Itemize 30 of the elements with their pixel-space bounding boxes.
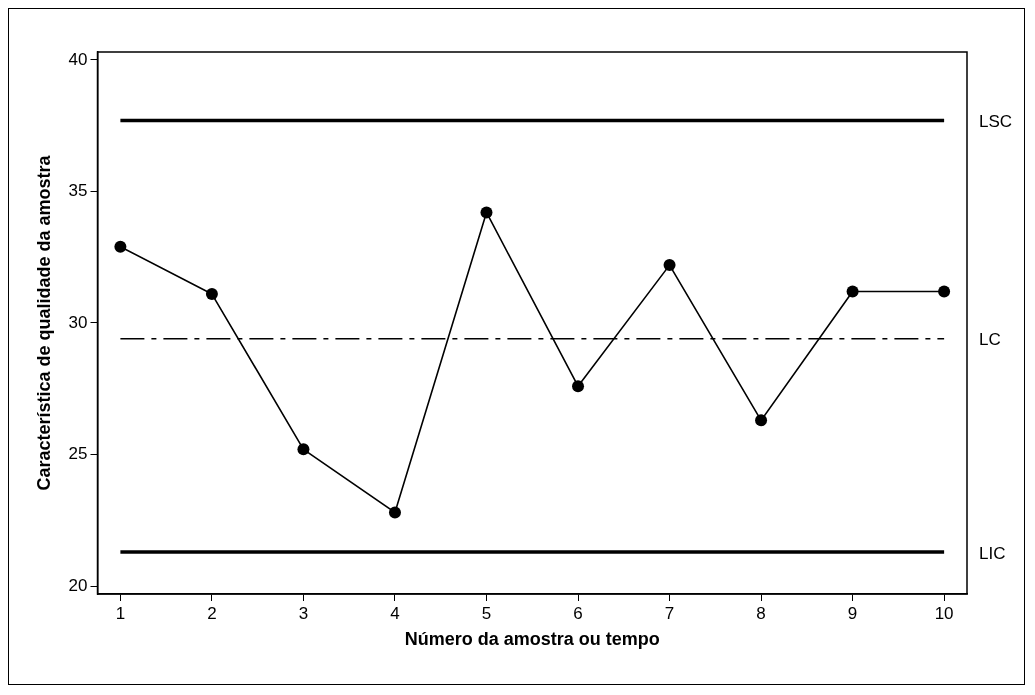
ref-line-label: LSC — [979, 112, 1013, 132]
x-tick-label: 4 — [390, 603, 400, 623]
x-tick-label: 5 — [481, 603, 492, 623]
x-tick-label: 2 — [207, 603, 217, 623]
point — [938, 285, 951, 298]
y-tick-label: 35 — [68, 181, 88, 201]
x-tick-label: 1 — [115, 603, 126, 623]
y-axis-title: Característica de qualidade da amostra — [33, 154, 54, 491]
point — [480, 206, 493, 219]
y-tick-label: 30 — [68, 312, 88, 332]
point — [205, 288, 218, 301]
x-axis-title: Número da amostra ou tempo — [404, 629, 660, 650]
x-tick-label: 7 — [664, 603, 675, 623]
x-tick-label: 9 — [847, 603, 858, 623]
x-tick-label: 8 — [756, 603, 766, 623]
point — [663, 259, 676, 272]
point — [846, 285, 859, 298]
x-tick-label: 6 — [573, 603, 583, 623]
point — [114, 240, 127, 253]
point — [388, 506, 401, 519]
x-tick-label: 3 — [298, 603, 309, 623]
point — [755, 414, 768, 427]
ref-line-label: LIC — [979, 543, 1006, 563]
y-tick-label: 40 — [68, 49, 88, 69]
point — [297, 443, 310, 456]
y-tick-label: 25 — [68, 444, 88, 464]
x-tick-label: 10 — [934, 603, 954, 623]
ref-line-label: LC — [979, 330, 1001, 350]
y-tick-label: 20 — [68, 575, 88, 595]
point — [572, 380, 585, 393]
